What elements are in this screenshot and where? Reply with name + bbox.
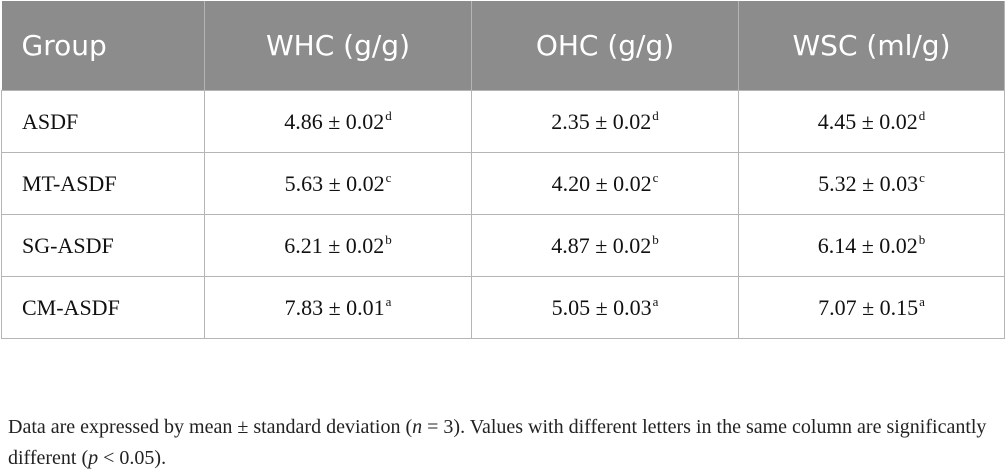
cell-value: 6.14 ± 0.02 [817,232,918,258]
significance-letter: c [652,169,659,185]
table-footnote: Data are expressed by mean ± standard de… [8,412,998,474]
table-row: CM-ASDF 7.83 ± 0.01a 5.05 ± 0.03a 7.07 ±… [1,276,1005,339]
cell-value: 4.20 ± 0.02 [551,170,652,196]
significance-letter: a [919,293,925,309]
footnote-n-symbol: n [412,416,423,438]
footnote-text: = 3). Values with different letters in t… [8,416,987,469]
header-group: Group [1,1,205,91]
wsc-cell: 4.45 ± 0.02d [738,90,1005,153]
header-row: Group WHC (g/g) OHC (g/g) WSC (ml/g) [1,1,1005,91]
group-cell: CM-ASDF [1,276,205,339]
wsc-cell: 7.07 ± 0.15a [738,276,1005,339]
significance-letter: d [385,107,392,123]
cell-value: 5.32 ± 0.03 [818,170,919,196]
cell-value: 6.21 ± 0.02 [284,232,385,258]
header-whc: WHC (g/g) [204,1,472,91]
wsc-cell: 5.32 ± 0.03c [738,152,1005,215]
whc-cell: 5.63 ± 0.02c [204,152,472,215]
significance-letter: b [652,231,659,247]
table-row: SG-ASDF 6.21 ± 0.02b 4.87 ± 0.02b 6.14 ±… [1,214,1005,277]
table-row: ASDF 4.86 ± 0.02d 2.35 ± 0.02d 4.45 ± 0.… [1,90,1005,153]
cell-value: 5.63 ± 0.02 [284,170,385,196]
cell-value: 2.35 ± 0.02 [551,108,652,134]
significance-letter: a [385,293,392,309]
cell-value: 4.45 ± 0.02 [817,108,918,134]
data-table: Group WHC (g/g) OHC (g/g) WSC (ml/g) ASD… [1,1,1005,339]
footnote-text: < 0.05). [98,447,167,469]
cell-value: 7.07 ± 0.15 [818,294,919,320]
ohc-cell: 2.35 ± 0.02d [471,90,739,153]
whc-cell: 6.21 ± 0.02b [204,214,472,277]
header-wsc: WSC (ml/g) [738,1,1005,91]
significance-letter: c [919,169,925,185]
ohc-cell: 5.05 ± 0.03a [471,276,739,339]
significance-letter: d [652,107,659,123]
whc-cell: 7.83 ± 0.01a [204,276,472,339]
significance-letter: d [918,107,926,123]
cell-value: 4.87 ± 0.02 [551,232,652,258]
group-cell: MT-ASDF [1,152,205,215]
header-ohc: OHC (g/g) [471,1,739,91]
significance-letter: b [918,231,926,247]
group-cell: SG-ASDF [1,214,205,277]
wsc-cell: 6.14 ± 0.02b [738,214,1005,277]
significance-letter: a [652,293,659,309]
ohc-cell: 4.87 ± 0.02b [471,214,739,277]
whc-cell: 4.86 ± 0.02d [204,90,472,153]
footnote-text: Data are expressed by mean ± standard de… [8,416,413,438]
ohc-cell: 4.20 ± 0.02c [471,152,739,215]
footnote-p-symbol: p [88,447,99,469]
cell-value: 5.05 ± 0.03 [551,294,652,320]
group-cell: ASDF [1,90,205,153]
cell-value: 4.86 ± 0.02 [284,108,385,134]
significance-letter: c [385,169,392,185]
significance-letter: b [385,231,392,247]
table-row: MT-ASDF 5.63 ± 0.02c 4.20 ± 0.02c 5.32 ±… [1,152,1005,215]
cell-value: 7.83 ± 0.01 [284,294,385,320]
